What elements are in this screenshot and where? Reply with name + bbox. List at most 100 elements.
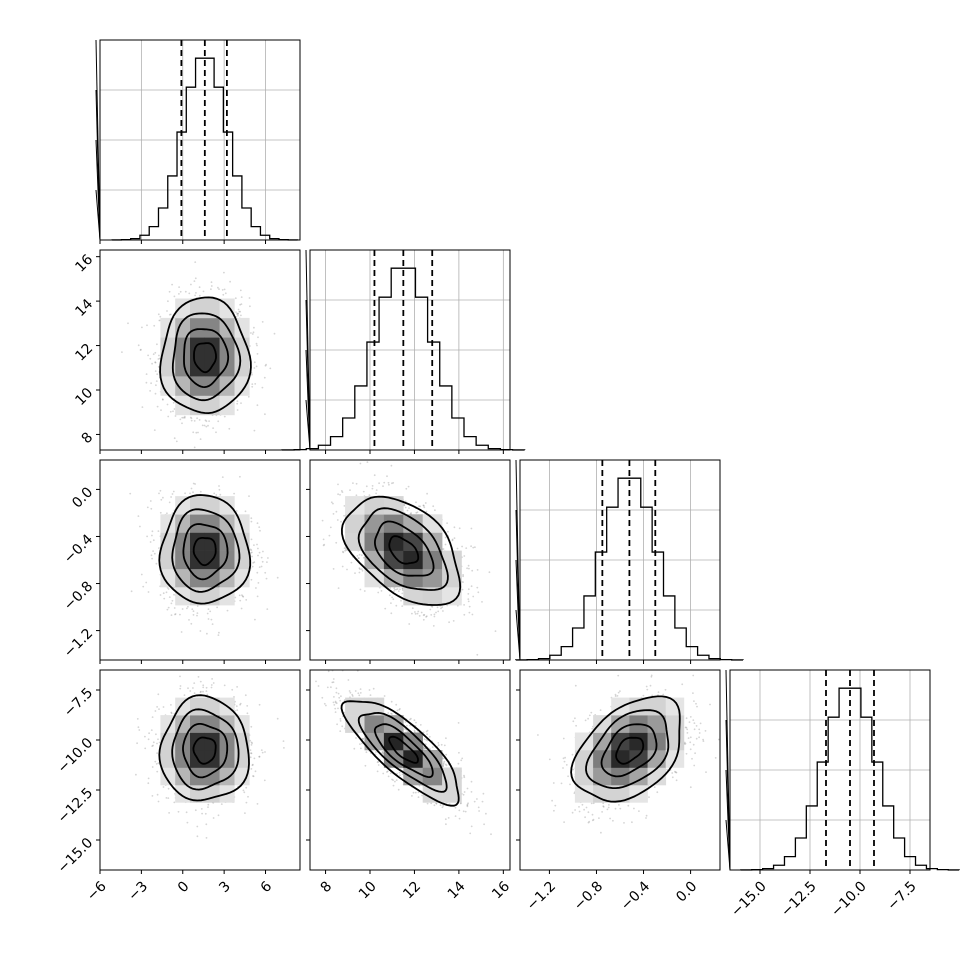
sample-point (188, 292, 191, 295)
sample-point (335, 510, 338, 513)
sample-point (264, 413, 266, 416)
sample-point (154, 361, 157, 364)
sample-point (340, 520, 342, 523)
sample-point (395, 588, 398, 591)
sample-point (391, 482, 393, 485)
histogram-panel-2 (515, 459, 744, 664)
sample-point (167, 787, 170, 790)
sample-point (269, 367, 272, 370)
sample-point (194, 261, 197, 263)
sample-point (142, 585, 145, 588)
density-cell (234, 568, 250, 588)
contour-0-1-3 (159, 296, 252, 415)
sample-point (209, 610, 212, 613)
sample-point (410, 512, 412, 514)
sample-point (174, 613, 176, 616)
sample-point (365, 485, 368, 488)
sample-point (159, 315, 162, 318)
y-tick (515, 459, 521, 661)
sample-point (155, 763, 158, 765)
sample-point (235, 510, 238, 512)
density-cell (364, 514, 385, 533)
sample-point (166, 310, 168, 312)
sample-point (244, 694, 247, 697)
sample-point (236, 312, 239, 315)
sample-point (190, 417, 193, 420)
sample-point (360, 568, 363, 570)
sample-point (157, 800, 160, 803)
sample-point (257, 554, 259, 557)
density-cell (160, 356, 176, 377)
sample-point (159, 511, 162, 514)
sample-point (162, 496, 164, 499)
sample-point (472, 595, 475, 598)
sample-point (408, 623, 411, 625)
sample-point (236, 400, 239, 402)
sample-point (236, 402, 239, 405)
sample-point (254, 770, 257, 773)
sample-point (190, 283, 192, 286)
sample-point (263, 376, 266, 379)
sample-point (194, 277, 197, 280)
sample-point (240, 303, 243, 305)
sample-point (208, 420, 211, 422)
sample-point (258, 551, 261, 554)
sample-point (377, 591, 380, 594)
sample-point (256, 571, 259, 574)
sample-point (189, 492, 191, 495)
sample-point (233, 492, 236, 495)
sample-point (162, 592, 165, 595)
sample-point (407, 485, 410, 488)
sample-point (243, 791, 246, 794)
sample-point (337, 493, 339, 496)
sample-point (258, 566, 261, 568)
sample-point (240, 402, 242, 404)
sample-point (251, 333, 254, 335)
sample-point (215, 494, 218, 496)
sample-point (397, 590, 400, 593)
sample-point (205, 420, 208, 423)
sample-point (154, 760, 157, 763)
sample-point (241, 594, 243, 596)
sample-point (422, 614, 425, 617)
sample-point (217, 286, 219, 289)
sample-point (154, 351, 157, 354)
panel-frame (519, 459, 721, 661)
sample-point (168, 812, 171, 814)
sample-point (448, 621, 450, 624)
sample-point (166, 608, 169, 611)
sample-point (430, 614, 433, 616)
sample-point (223, 271, 225, 274)
sample-point (261, 560, 264, 563)
sample-point (169, 313, 172, 316)
sample-point (150, 507, 153, 510)
sample-point (237, 308, 240, 311)
sample-point (415, 511, 418, 514)
density-cell (422, 514, 443, 533)
sample-point (173, 408, 176, 410)
sample-point (266, 608, 269, 610)
sample-point (212, 427, 215, 429)
sample-point (158, 354, 160, 357)
panel-frame (309, 249, 511, 451)
sample-point (236, 313, 239, 316)
sample-point (321, 519, 324, 522)
contour-0-2-1 (182, 523, 229, 581)
sample-point (256, 344, 258, 347)
sample-point (157, 693, 160, 696)
sample-point (400, 599, 402, 602)
sample-point (346, 568, 348, 571)
density-cell (383, 550, 404, 570)
sample-point (253, 544, 255, 546)
sample-point (257, 336, 259, 339)
sample-point (253, 561, 256, 564)
sample-point (190, 622, 193, 625)
density-cell (190, 496, 206, 515)
sample-point (137, 344, 140, 347)
density-cell (175, 376, 191, 396)
sample-point (121, 351, 123, 353)
sample-point (153, 552, 156, 555)
sample-point (173, 593, 175, 596)
sample-point (205, 425, 208, 428)
sample-point (168, 501, 171, 504)
